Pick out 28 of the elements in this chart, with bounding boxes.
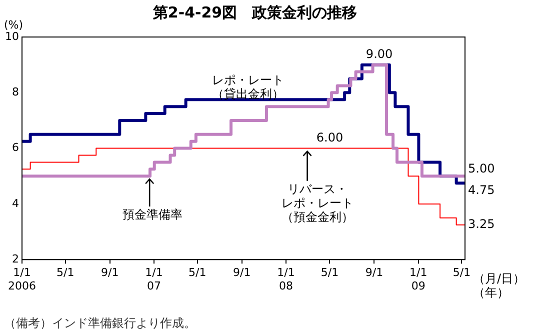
x-tick-label: 5/1 <box>320 266 339 280</box>
x-axis-title: （月/日）（年） <box>473 272 526 300</box>
y-axis-title: (%) <box>4 18 24 32</box>
x-tick-label: 5/1 <box>56 266 74 280</box>
series-label: レポ・レート（貸出金利） <box>212 72 284 101</box>
annotation: 3.25 <box>468 216 495 231</box>
y-tick-label: 4 <box>12 196 19 210</box>
y-tick-label: 2 <box>12 252 19 266</box>
x-tick-label: 5/1 <box>452 266 471 280</box>
x-tick-label: 1/1 2006 <box>8 266 36 292</box>
text: （備考）インド準備銀行より作成。 <box>4 316 196 330</box>
annotation: 6.00 <box>316 130 344 144</box>
y-tick-label: 8 <box>12 86 19 99</box>
x-tick-label: 5/1 <box>188 266 206 280</box>
x-tick-label: 9/1 <box>365 266 384 280</box>
text: リバース・レポ・レート（預金金利） <box>281 182 354 224</box>
x-tick-label: 9/1 <box>233 266 251 280</box>
y-tick-label: 6 <box>12 141 19 154</box>
x-tick-label: 9/1 <box>101 266 119 280</box>
annotation: 9.00 <box>366 46 393 61</box>
x-tick-label: 1/1 09 <box>410 266 428 292</box>
x-tick-label: 1/1 08 <box>277 266 295 292</box>
chart-title: 第2-4-29図 政策金利の推移 <box>152 3 358 22</box>
annotation: 4.75 <box>468 183 495 198</box>
text: 預金準備率 <box>122 208 183 222</box>
x-tick-label: 1/1 07 <box>145 266 163 292</box>
y-tick-label: 10 <box>4 30 19 43</box>
annotation: 5.00 <box>468 161 495 176</box>
